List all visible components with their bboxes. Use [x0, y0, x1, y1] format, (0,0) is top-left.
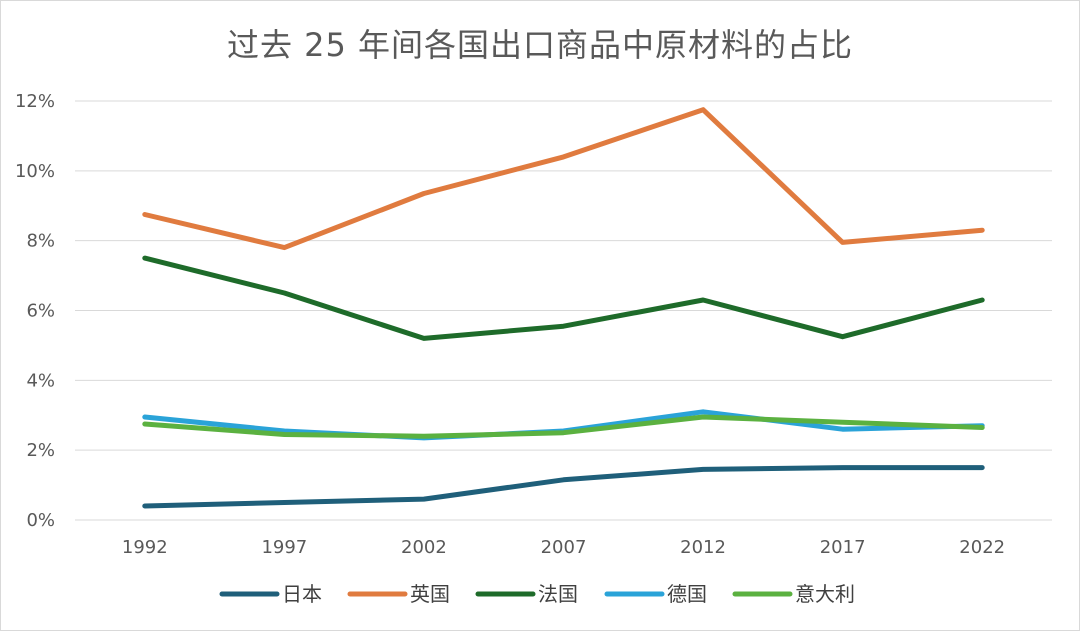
legend-label: 意大利	[795, 582, 855, 606]
x-tick-label: 2012	[680, 537, 726, 558]
y-tick-label: 12%	[15, 91, 55, 112]
gridlines	[75, 100, 1052, 521]
y-tick-label: 4%	[26, 370, 55, 391]
x-tick-label: 2002	[401, 537, 447, 558]
x-tick-label: 2017	[820, 537, 866, 558]
legend-label: 德国	[667, 582, 707, 606]
y-tick-label: 8%	[26, 231, 55, 252]
legend-label: 法国	[538, 582, 578, 606]
series-line-2	[142, 255, 985, 341]
y-tick-label: 0%	[26, 510, 55, 531]
x-tick-label: 2007	[541, 537, 587, 558]
y-tick-label: 2%	[26, 440, 55, 461]
chart-title: 过去 25 年间各国出口商品中原材料的占比	[226, 26, 854, 64]
y-axis-ticks: 0% 2% 4% 6% 8% 10% 12%	[15, 91, 55, 531]
y-tick-label: 10%	[15, 161, 55, 182]
legend: 日本 英国 法国 德国 意大利	[219, 582, 855, 606]
x-tick-label: 1997	[261, 537, 307, 558]
x-tick-label: 2022	[959, 537, 1005, 558]
series-line-0	[142, 465, 985, 509]
series-line-1	[142, 107, 985, 251]
x-axis-ticks: 1992 1997 2002 2007 2012 2017 2022	[122, 537, 1005, 558]
series-lines	[142, 107, 985, 509]
series-line-4	[142, 414, 985, 439]
y-tick-label: 6%	[26, 301, 55, 322]
x-tick-label: 1992	[122, 537, 168, 558]
legend-label: 英国	[410, 582, 450, 606]
legend-label: 日本	[282, 582, 322, 606]
